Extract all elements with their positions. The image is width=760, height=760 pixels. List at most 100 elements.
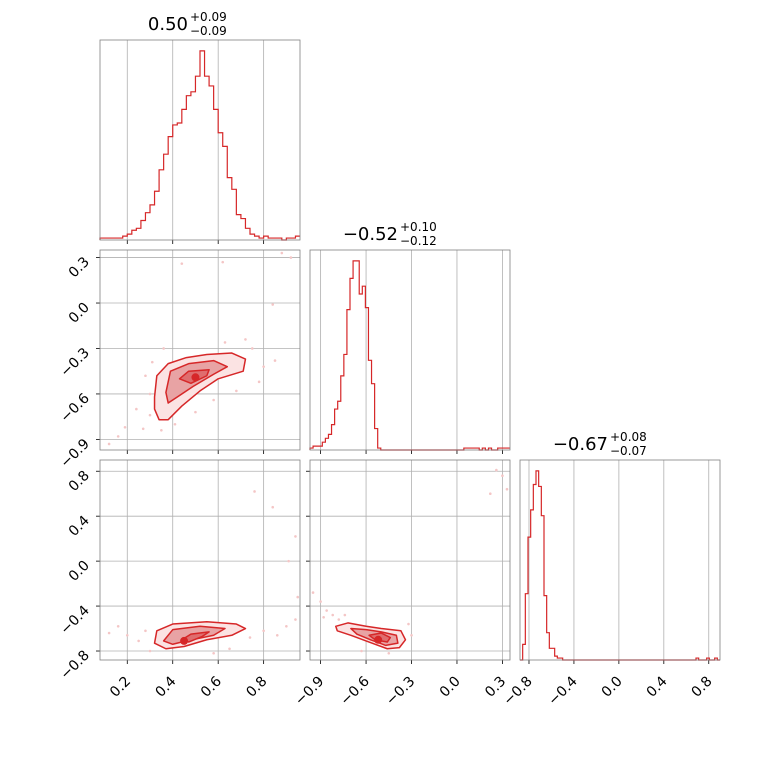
scatter-point	[221, 260, 225, 264]
scatter-point	[285, 624, 288, 628]
scatter-point	[162, 347, 165, 350]
scatter-point	[144, 629, 147, 633]
panel-frame	[99, 249, 301, 451]
y-tick-label: −0.8	[57, 648, 92, 683]
scatter-point	[116, 435, 120, 438]
x-tick-label: 0.0	[437, 674, 464, 701]
y-tick-label: −0.4	[57, 603, 92, 638]
panel-frame	[99, 459, 301, 661]
scatter-panel-0: −0.9 −0.6 −0.3 0.0 0.3	[57, 249, 301, 471]
hist-title-plus: +0.08	[610, 430, 647, 444]
y-tick-label: −0.3	[57, 345, 92, 380]
scatter-point	[212, 651, 215, 655]
scatter-point	[244, 338, 247, 341]
scatter-point	[141, 427, 145, 431]
scatter-point	[319, 600, 322, 603]
hist-title-plus: +0.09	[190, 10, 227, 24]
histogram-line	[309, 260, 510, 451]
scatter-point	[410, 633, 413, 637]
scatter-point	[275, 633, 279, 637]
y-tick-label: 0.0	[66, 300, 93, 327]
scatter-point	[343, 613, 347, 617]
x-tick-label: 0.2	[107, 674, 134, 701]
y-tick-label: 0.3	[66, 254, 93, 281]
x-tick-label: −0.6	[338, 673, 373, 708]
hist-panel-1: −0.52 +0.10−0.12	[309, 220, 511, 454]
scatter-point	[337, 618, 341, 621]
scatter-point	[160, 429, 163, 432]
scatter-point	[501, 474, 504, 478]
panel-frame	[519, 459, 721, 661]
scatter-point	[331, 613, 335, 617]
scatter-point	[228, 647, 231, 651]
scatter-point	[296, 595, 300, 599]
histogram-line	[520, 470, 720, 661]
x-tick-label: 0.8	[689, 674, 716, 701]
scatter-point	[144, 374, 147, 378]
scatter-panel-2: −0.9 −0.6 −0.3 0.0 0.3	[292, 459, 511, 709]
scatter-point	[150, 360, 154, 364]
hist-title-value: −0.52	[343, 224, 398, 245]
panel-frame	[309, 249, 511, 451]
panel-frame	[99, 39, 301, 241]
scatter-point	[489, 492, 492, 496]
scatter-point	[407, 622, 410, 626]
scatter-point	[123, 425, 127, 429]
scatter-point	[280, 251, 284, 255]
x-tick-label: −0.3	[383, 674, 418, 709]
scatter-point	[235, 389, 238, 393]
histogram-line	[99, 50, 300, 241]
scatter-point	[148, 392, 152, 396]
scatter-point	[250, 347, 254, 350]
scatter-point	[180, 262, 184, 265]
x-tick-label: 0.8	[243, 674, 270, 701]
scatter-point	[311, 591, 315, 594]
scatter-point	[271, 505, 275, 509]
scatter-point	[148, 413, 152, 417]
scatter-point	[173, 422, 177, 426]
density-peak	[374, 635, 383, 644]
scatter-point	[262, 365, 265, 368]
scatter-point	[325, 609, 328, 612]
scatter-point	[148, 649, 152, 653]
scatter-point	[107, 631, 111, 635]
scatter-point	[253, 490, 256, 493]
scatter-panel-1: −0.8 −0.4 0.0 0.4 0.8 0.2 0.4 0.6 0.8	[57, 459, 301, 701]
y-tick-label: 0.4	[66, 513, 93, 540]
scatter-point	[322, 616, 325, 619]
scatter-point	[294, 618, 297, 621]
scatter-point	[248, 636, 252, 639]
scatter-point	[194, 410, 197, 414]
density-peak	[191, 373, 200, 382]
y-tick-label: −0.6	[57, 390, 92, 425]
hist-title-value: −0.67	[553, 434, 608, 455]
y-tick-label: 0.8	[66, 468, 93, 495]
x-tick-label: −0.8	[500, 674, 535, 709]
scatter-point	[495, 468, 498, 472]
scatter-point	[116, 624, 120, 628]
scatter-point	[262, 629, 265, 633]
x-tick-label: 0.0	[599, 674, 626, 701]
x-tick-label: 0.4	[644, 673, 671, 700]
x-tick-label: −0.4	[545, 673, 580, 708]
scatter-point	[135, 407, 138, 411]
scatter-point	[360, 649, 363, 653]
scatter-point	[257, 380, 261, 384]
hist-title-value: 0.50	[148, 14, 188, 35]
scatter-point	[287, 559, 290, 563]
hist-panel-2: −0.67 +0.08−0.07 −0.8 −0.4 0.0 0.4 0.8	[500, 430, 721, 709]
hist-title-minus: −0.07	[610, 444, 647, 458]
scatter-point	[107, 442, 111, 446]
hist-title-minus: −0.12	[400, 234, 437, 248]
scatter-point	[271, 303, 275, 306]
scatter-point	[137, 639, 140, 643]
density-peak	[180, 636, 189, 645]
scatter-point	[505, 487, 509, 491]
scatter-point	[289, 256, 293, 259]
scatter-point	[212, 398, 215, 402]
scatter-point	[273, 359, 277, 362]
hist-title-plus: +0.10	[400, 220, 437, 234]
x-tick-label: −0.9	[292, 674, 327, 709]
scatter-point	[125, 633, 129, 637]
